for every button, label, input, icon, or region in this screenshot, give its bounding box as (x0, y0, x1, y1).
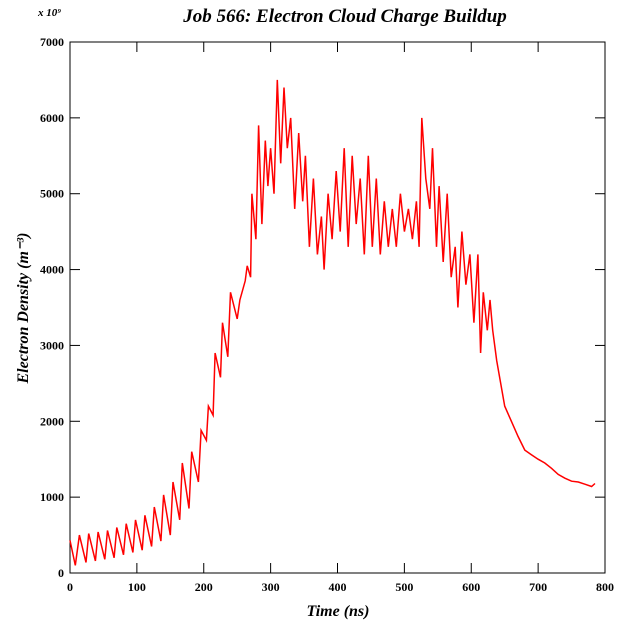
x-tick-label: 300 (262, 580, 280, 594)
x-tick-label: 400 (329, 580, 347, 594)
y-tick-label: 5000 (40, 187, 64, 201)
plot-frame (69, 41, 606, 574)
y-tick-label: 6000 (40, 111, 64, 125)
x-tick-label: 600 (462, 580, 480, 594)
x-tick-label: 100 (128, 580, 146, 594)
y-multiplier: x 10⁹ (37, 7, 61, 19)
y-tick-label: 2000 (40, 414, 64, 428)
x-tick-label: 700 (529, 580, 547, 594)
y-tick-label: 0 (58, 566, 64, 580)
x-axis-label: Time (ns) (307, 603, 370, 620)
x-tick-label: 0 (67, 580, 73, 594)
chart-title: Job 566: Electron Cloud Charge Buildup (182, 6, 507, 27)
data-line (69, 79, 596, 566)
x-tick-label: 200 (195, 580, 213, 594)
y-tick-label: 7000 (40, 35, 64, 49)
y-axis-label: Electron Density (m⁻³) (15, 232, 32, 384)
y-tick-label: 4000 (40, 263, 64, 277)
x-tick-label: 800 (596, 580, 614, 594)
y-tick-label: 1000 (40, 490, 64, 504)
x-tick-label: 500 (395, 580, 413, 594)
y-tick-label: 3000 (40, 338, 64, 352)
